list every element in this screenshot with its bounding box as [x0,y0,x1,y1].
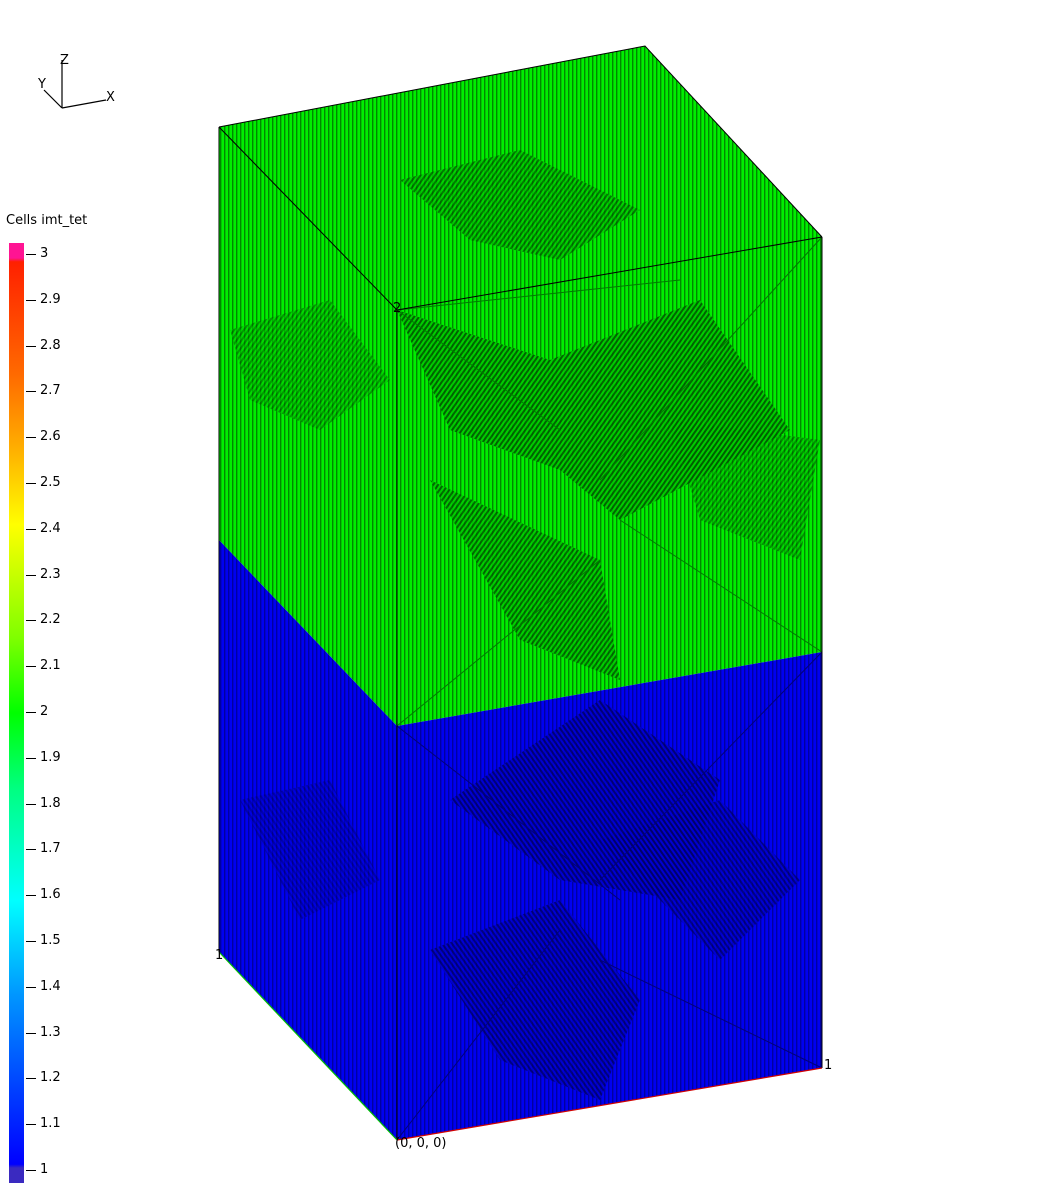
colorbar-tick-label: 1.3 [40,1024,61,1040]
colorbar-tick-label: 2.7 [40,383,61,399]
colorbar-tick [26,1078,36,1080]
corner-label-top-front: 2 [393,301,401,316]
colorbar-tick-label: 2.4 [40,520,61,536]
top-facet [670,420,820,560]
corner-label-bottom-left: 1 [215,948,223,963]
colorbar-tick-label: 1.2 [40,1070,61,1086]
mesh-block[interactable]: 2 1 1 (0, 0, 0) [215,45,832,1151]
colorbar-tick [26,391,36,393]
colorbar-tick-label: 1 [40,1162,49,1177]
colorbar-tick-label: 2.3 [40,566,61,582]
colorbar-tick-label: 1.6 [40,887,61,903]
axes-triad: Z X Y [37,53,115,109]
top-facet [430,480,620,680]
colorbar-tick [26,757,36,759]
axis-x-label: X [106,90,115,105]
colorbar-tick [26,345,36,347]
origin-label: (0, 0, 0) [395,1136,447,1151]
colorbar-tick [26,712,36,713]
top-facet [400,150,640,260]
colorbar-tick-label: 1.7 [40,841,61,857]
colorbar-tick-label: 2.8 [40,337,61,353]
colorbar-tick-label: 1.5 [40,933,61,948]
colorbar-tick [26,986,36,988]
colorbar-tick [26,941,36,942]
top-left-face [219,127,397,726]
colorbar-tick-label: 2.9 [40,291,61,307]
colorbar-tick [26,254,36,255]
colorbar-tick-label: 2.5 [40,475,61,490]
colorbar-tick [26,620,36,622]
colorbar-tick-label: 2.2 [40,612,61,628]
colorbar-tick [26,299,36,301]
axis-z-label: Z [60,53,69,68]
legend-title: Cells imt_tet [6,213,88,228]
bottom-facet [600,800,800,960]
colorbar-tick [26,803,36,805]
colorbar-tick [26,1170,36,1171]
corner-label-bottom-right: 1 [824,1058,832,1073]
colorbar-tick [26,1032,36,1034]
colorbar-tick [26,895,36,897]
colorbar-tick [26,437,36,439]
colorbar-tick-label: 2.6 [40,429,61,445]
axis-y-label: Y [37,77,46,92]
colorbar-tick-label: 1.8 [40,795,61,811]
colorbar-tick [26,574,36,576]
colorbar-tick-label: 1.4 [40,978,61,994]
colorbar-tick-label: 1.9 [40,749,61,765]
colorbar [9,243,24,1183]
colorbar-tick [26,1124,36,1126]
colorbar-tick-label: 2 [40,704,49,719]
colorbar-tick-label: 3 [40,246,49,261]
top-facet [230,300,390,430]
colorbar-tick [26,849,36,851]
colorbar-tick [26,666,36,668]
bottom-facet [240,780,380,920]
colorbar-tick [26,528,36,530]
colorbar-tick-label: 2.1 [40,658,61,674]
colorbar-tick-label: 1.1 [40,1116,61,1132]
bottom-facet [430,900,640,1100]
colorbar-tick [26,483,36,484]
